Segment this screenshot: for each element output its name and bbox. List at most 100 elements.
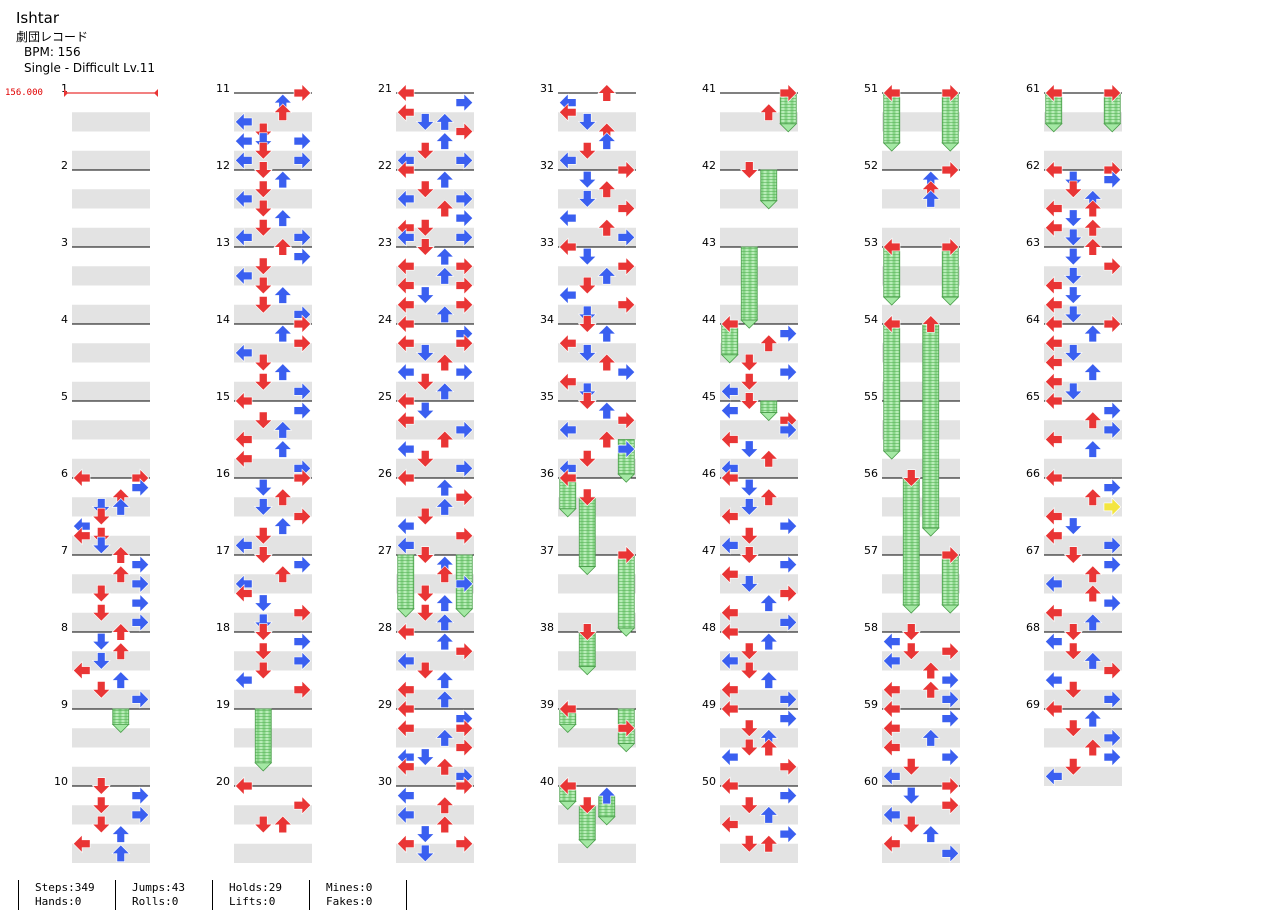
arrow-right-icon	[455, 574, 474, 594]
arrow-up-icon	[273, 815, 293, 834]
arrow-left-icon	[234, 391, 253, 411]
measure-number: 51	[864, 82, 878, 95]
arrow-left-icon	[1044, 603, 1063, 623]
measure-number: 55	[864, 390, 878, 403]
arrow-right-icon	[779, 83, 798, 103]
arrow-up-icon	[435, 478, 455, 497]
arrow-right-icon	[1103, 747, 1122, 767]
arrow-up-icon	[759, 594, 779, 612]
arrow-up-icon	[435, 305, 455, 323]
arrow-up-icon	[273, 488, 293, 506]
arrow-right-icon	[941, 747, 960, 767]
arrow-up-icon	[435, 757, 455, 776]
arrow-right-icon	[1103, 401, 1122, 421]
arrow-right-icon	[293, 632, 312, 652]
stat-value: Jumps:43	[132, 881, 185, 894]
arrow-right-icon	[455, 641, 474, 661]
measure-number: 19	[216, 698, 230, 711]
measure-number: 57	[864, 544, 878, 557]
measure-number: 21	[378, 82, 392, 95]
arrow-right-icon	[1103, 170, 1122, 190]
arrow-down-icon	[1063, 382, 1083, 401]
stat-value: Mines:0	[326, 881, 373, 894]
arrow-left-icon	[720, 507, 739, 526]
arrow-left-icon	[720, 603, 739, 623]
hold-note	[720, 323, 739, 364]
measure-number: 54	[864, 313, 878, 326]
stat-value: Hands:0	[35, 895, 82, 908]
arrow-right-icon	[617, 545, 636, 565]
stat-group: Holds:29 Lifts:0	[212, 880, 309, 910]
arrow-right-icon	[293, 381, 312, 401]
hold-note	[111, 708, 130, 733]
arrow-right-icon	[293, 401, 312, 421]
arrow-left-icon	[234, 343, 253, 363]
arrow-left-icon	[882, 718, 901, 738]
measure-24: 24	[378, 313, 474, 411]
arrow-left-icon	[1044, 276, 1063, 295]
arrow-down-icon	[901, 642, 921, 661]
measure-23: 23	[378, 236, 474, 334]
arrow-down-icon	[91, 536, 111, 555]
measure-number: 7	[61, 544, 68, 557]
arrow-up-icon	[1083, 218, 1103, 237]
arrow-down-icon	[1063, 286, 1083, 304]
measure-29: 29	[378, 698, 474, 796]
arrow-right-icon	[617, 295, 636, 315]
arrow-down-icon	[253, 180, 273, 199]
measure-number: 63	[1026, 236, 1040, 249]
measure-66: 66	[1026, 467, 1122, 565]
arrow-up-icon	[1083, 488, 1103, 506]
arrow-left-icon	[396, 535, 415, 555]
arrow-up-icon	[597, 401, 617, 420]
arrow-down-icon	[1063, 546, 1083, 564]
measure-number: 30	[378, 775, 392, 788]
arrow-down-icon	[415, 844, 435, 863]
arrow-right-icon	[1103, 420, 1122, 440]
arrow-down-icon	[253, 353, 273, 372]
arrow-left-icon	[234, 131, 253, 151]
arrow-left-icon	[234, 535, 253, 555]
measure-number: 22	[378, 159, 392, 172]
arrow-up-icon	[759, 103, 779, 121]
arrow-left-icon	[882, 766, 901, 786]
arrow-left-icon	[72, 834, 91, 854]
measure-38: 38	[540, 621, 636, 719]
arrow-up-icon	[1083, 411, 1103, 429]
arrow-down-icon	[415, 450, 435, 468]
arrow-down-icon	[415, 604, 435, 622]
measure-number: 44	[702, 313, 716, 326]
hold-note	[740, 246, 759, 329]
arrow-down-icon	[415, 507, 435, 526]
measure-44: 44	[702, 313, 798, 411]
arrow-right-icon	[1103, 535, 1122, 555]
arrow-down-icon	[577, 171, 597, 189]
arrow-left-icon	[1044, 199, 1063, 218]
arrow-left-icon	[558, 420, 577, 440]
hold-note	[921, 323, 940, 537]
arrow-down-icon	[415, 748, 435, 766]
arrow-left-icon	[882, 632, 901, 652]
arrow-up-icon	[759, 488, 779, 506]
arrow-up-icon	[1083, 613, 1103, 631]
arrow-down-icon	[91, 681, 111, 699]
measure-55: 55	[864, 390, 960, 488]
hold-note	[578, 804, 597, 849]
measure-number: 68	[1026, 621, 1040, 634]
arrow-right-icon	[455, 420, 474, 440]
arrow-left-icon	[1044, 218, 1063, 238]
measure-number: 4	[61, 313, 68, 326]
arrow-left-icon	[1044, 160, 1063, 180]
measure-number: 27	[378, 544, 392, 557]
arrow-right-icon	[293, 314, 312, 334]
arrow-right-icon	[1103, 83, 1122, 103]
arrow-down-icon	[253, 276, 273, 295]
arrow-right-special-icon	[1103, 497, 1122, 517]
arrow-down-icon	[577, 190, 597, 208]
arrow-left-icon	[396, 189, 415, 209]
measure-21: 21	[378, 82, 474, 180]
measure-number: 14	[216, 313, 230, 326]
arrow-down-icon	[253, 257, 273, 276]
arrow-right-icon	[779, 324, 798, 344]
arrow-up-icon	[435, 690, 455, 708]
